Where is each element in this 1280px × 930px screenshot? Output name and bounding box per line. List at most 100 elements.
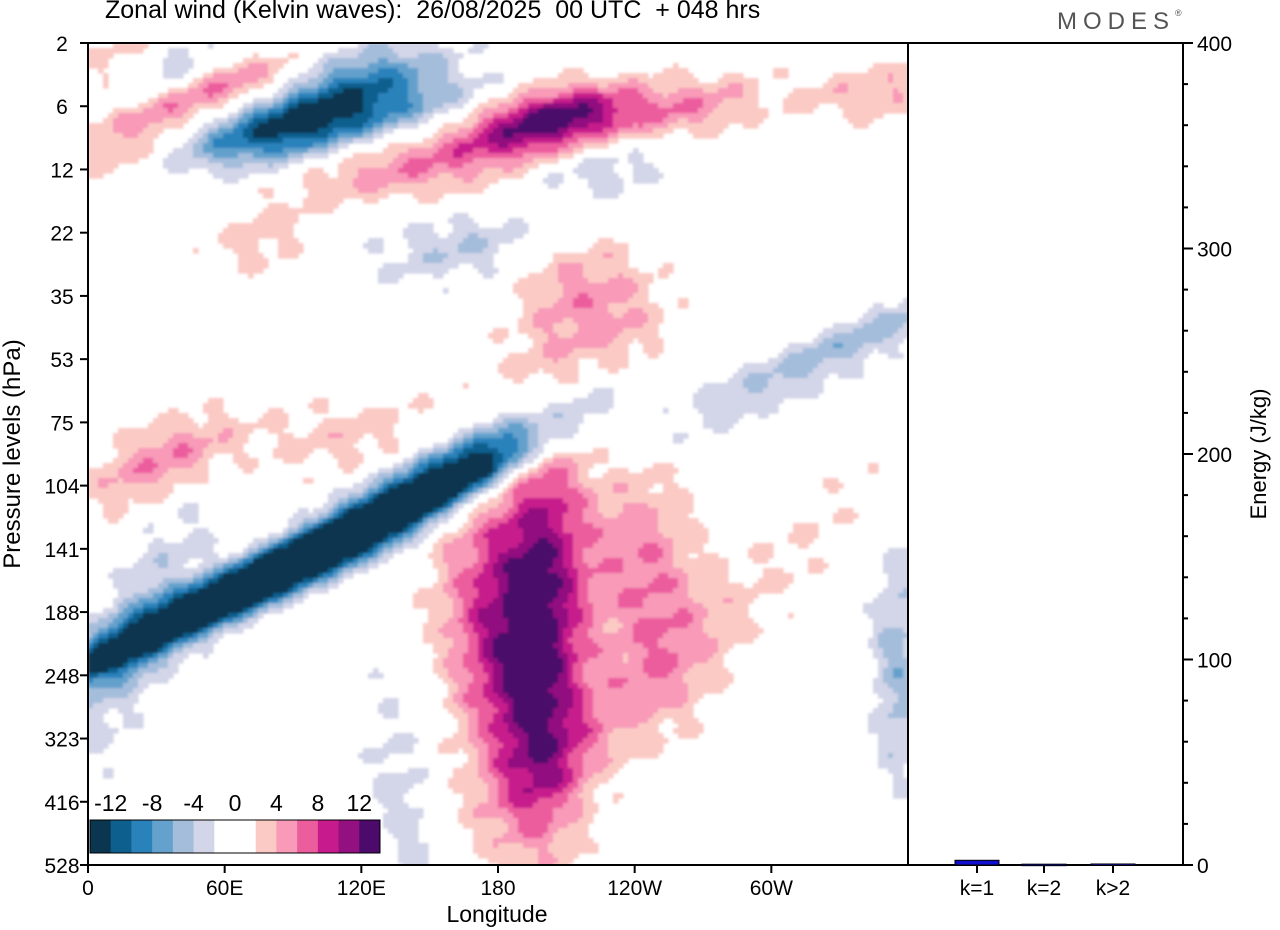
field-cell (753, 363, 759, 369)
field-cell (403, 463, 409, 469)
field-cell (463, 148, 469, 154)
field-cell (418, 223, 424, 229)
field-cell (418, 258, 424, 264)
field-cell (643, 273, 649, 279)
field-cell (518, 378, 524, 384)
field-cell (293, 113, 299, 119)
field-cell (503, 173, 509, 179)
field-cell (868, 103, 874, 109)
field-cell (528, 458, 534, 464)
field-cell (853, 353, 859, 359)
field-cell (408, 53, 414, 59)
field-cell (253, 148, 259, 154)
field-cell (353, 133, 359, 139)
field-cell (208, 413, 214, 419)
field-cell (543, 293, 549, 299)
field-cell (513, 123, 519, 129)
field-cell (348, 63, 354, 69)
field-cell (643, 313, 649, 319)
field-cell (558, 458, 564, 464)
field-cell (528, 328, 534, 334)
field-cell (338, 168, 344, 174)
field-cell (428, 48, 434, 54)
field-cell (248, 163, 254, 169)
field-cell (258, 153, 264, 159)
field-cell (703, 123, 709, 129)
field-cell (368, 193, 374, 199)
field-cell (563, 403, 569, 409)
field-cell (323, 123, 329, 129)
field-cell (148, 118, 154, 124)
field-cell (493, 78, 499, 84)
field-cell (413, 233, 419, 239)
field-cell (293, 138, 299, 144)
field-cell (503, 368, 509, 374)
field-cell (613, 303, 619, 309)
field-cell (173, 68, 179, 74)
field-cell (883, 308, 889, 314)
field-cell (278, 63, 284, 69)
field-cell (603, 88, 609, 94)
field-cell (143, 433, 149, 439)
field-cell (428, 183, 434, 189)
field-cell (598, 338, 604, 344)
field-cell (833, 93, 839, 99)
field-cell (538, 443, 544, 449)
field-cell (843, 113, 849, 119)
field-cell (213, 78, 219, 84)
field-cell (673, 88, 679, 94)
field-cell (588, 278, 594, 284)
field-cell (373, 118, 379, 124)
field-cell (628, 303, 634, 309)
field-cell (303, 208, 309, 214)
field-cell (253, 138, 259, 144)
field-cell (498, 363, 504, 369)
field-cell (128, 153, 134, 159)
field-cell (353, 458, 359, 464)
field-cell (653, 73, 659, 79)
field-cell (503, 438, 509, 444)
field-cell (288, 88, 294, 94)
field-cell (323, 143, 329, 149)
field-cell (258, 123, 264, 129)
field-cell (353, 63, 359, 69)
field-cell (468, 243, 474, 249)
field-cell (623, 268, 629, 274)
field-cell (783, 393, 789, 399)
field-cell (408, 163, 414, 169)
field-cell (423, 88, 429, 94)
field-cell (388, 158, 394, 164)
field-cell (333, 428, 339, 434)
field-cell (608, 138, 614, 144)
field-cell (518, 318, 524, 324)
field-cell (898, 103, 904, 109)
field-cell (618, 73, 624, 79)
field-cell (728, 388, 734, 394)
field-cell (623, 283, 629, 289)
field-cell (313, 178, 319, 184)
field-cell (463, 453, 469, 459)
field-cell (368, 198, 374, 204)
field-cell (128, 468, 134, 474)
field-cell (138, 443, 144, 449)
field-cell (268, 193, 274, 199)
field-cell (353, 158, 359, 164)
field-cell (868, 318, 874, 324)
field-cell (648, 103, 654, 109)
field-cell (383, 438, 389, 444)
field-cell (198, 103, 204, 109)
field-cell (578, 353, 584, 359)
field-cell (123, 148, 129, 154)
field-cell (278, 133, 284, 139)
field-cell (258, 63, 264, 69)
field-cell (533, 453, 539, 459)
field-cell (238, 163, 244, 169)
field-cell (468, 153, 474, 159)
field-cell (283, 148, 289, 154)
field-cell (393, 43, 399, 49)
field-cell (338, 68, 344, 74)
field-cell (433, 458, 439, 464)
field-cell (568, 268, 574, 274)
field-cell (743, 388, 749, 394)
field-cell (268, 118, 274, 124)
